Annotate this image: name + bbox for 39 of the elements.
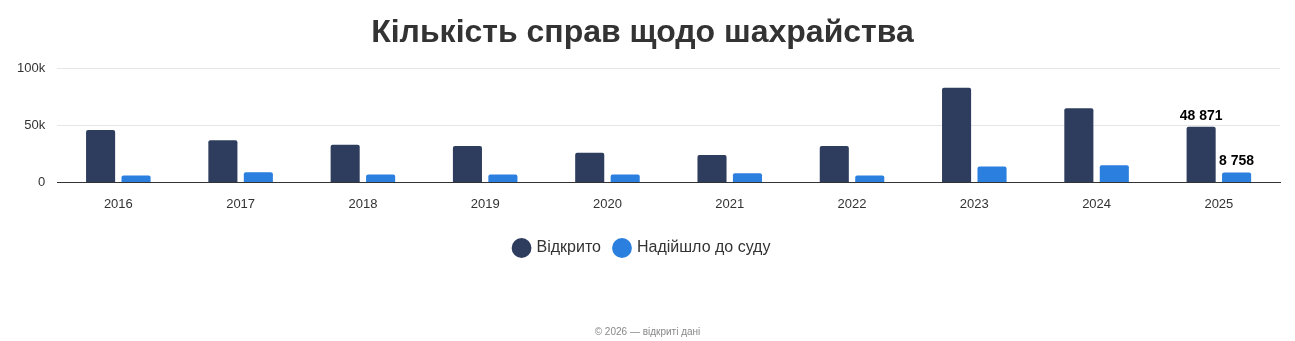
x-tick-label: 2020 (592, 195, 622, 211)
bar (1064, 108, 1094, 182)
bar (330, 144, 360, 182)
x-tick-label: 2025 (1204, 195, 1234, 211)
bar (977, 166, 1007, 182)
x-tick-label: 2017 (226, 195, 256, 211)
legend-label: Надійшло до суду (636, 238, 771, 256)
x-tick-label: 2021 (715, 195, 745, 211)
bar (121, 175, 151, 182)
data-label: 48 871 (1179, 106, 1223, 123)
bar (1186, 126, 1216, 182)
bar (86, 129, 116, 182)
chart-title: Кількість справ щодо шахрайства (371, 13, 915, 50)
data-label: 8 758 (1219, 152, 1255, 169)
bar (732, 173, 763, 182)
bar (1222, 172, 1252, 182)
x-tick-label: 2018 (348, 195, 378, 211)
x-tick-label: 2016 (103, 195, 133, 211)
y-tick-label: 100k (16, 59, 46, 75)
x-tick-label: 2023 (959, 195, 989, 211)
bar (855, 175, 885, 182)
bar (452, 145, 482, 182)
bar (697, 155, 727, 182)
bar (243, 172, 273, 182)
bar (1099, 165, 1129, 182)
text: © 2026 — відкриті дані (594, 325, 701, 337)
bar (942, 87, 972, 182)
y-tick-label: 50k (24, 116, 46, 132)
bar (366, 174, 396, 182)
bar (575, 152, 605, 182)
bar (208, 140, 238, 182)
x-tick-label: 2024 (1082, 195, 1112, 211)
bar (610, 174, 640, 182)
x-tick-label: 2019 (470, 195, 500, 211)
x-tick-label: 2022 (837, 195, 867, 211)
bar (819, 145, 849, 182)
legend-label: Відкрито (536, 238, 602, 256)
bar (488, 174, 518, 182)
y-tick-label: 0 (37, 173, 46, 189)
